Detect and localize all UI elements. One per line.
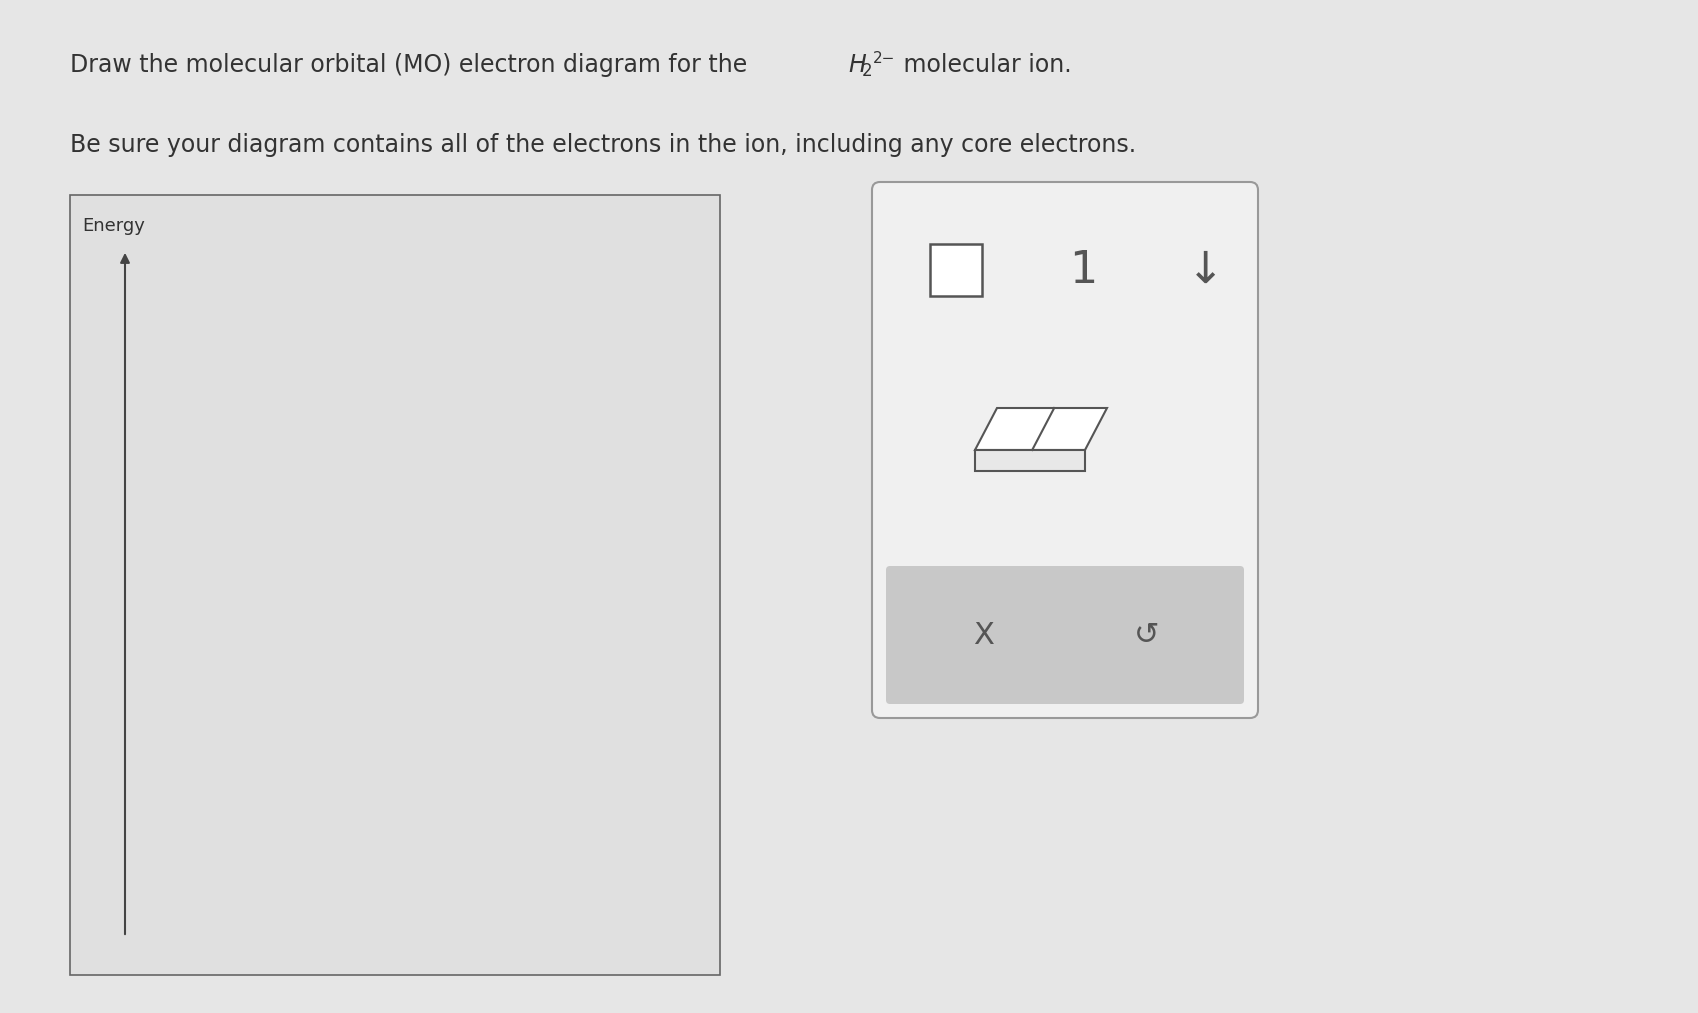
Text: 2−: 2− (873, 51, 895, 66)
Text: Be sure your diagram contains all of the electrons in the ion, including any cor: Be sure your diagram contains all of the… (70, 133, 1136, 157)
Bar (70, 194, 720, 975)
Text: H: H (847, 53, 866, 77)
FancyBboxPatch shape (871, 182, 1257, 718)
Text: X: X (973, 621, 993, 649)
Polygon shape (975, 408, 1107, 450)
Text: 2: 2 (861, 62, 873, 80)
Polygon shape (975, 450, 1085, 471)
Text: ↺: ↺ (1133, 621, 1158, 649)
Text: Draw the molecular orbital (MO) electron diagram for the: Draw the molecular orbital (MO) electron… (70, 53, 754, 77)
Text: 1: 1 (1068, 248, 1097, 292)
Bar (929, 244, 981, 296)
FancyBboxPatch shape (885, 566, 1243, 704)
Text: ↓: ↓ (1187, 248, 1224, 292)
Text: molecular ion.: molecular ion. (895, 53, 1071, 77)
Text: Energy: Energy (82, 217, 144, 235)
